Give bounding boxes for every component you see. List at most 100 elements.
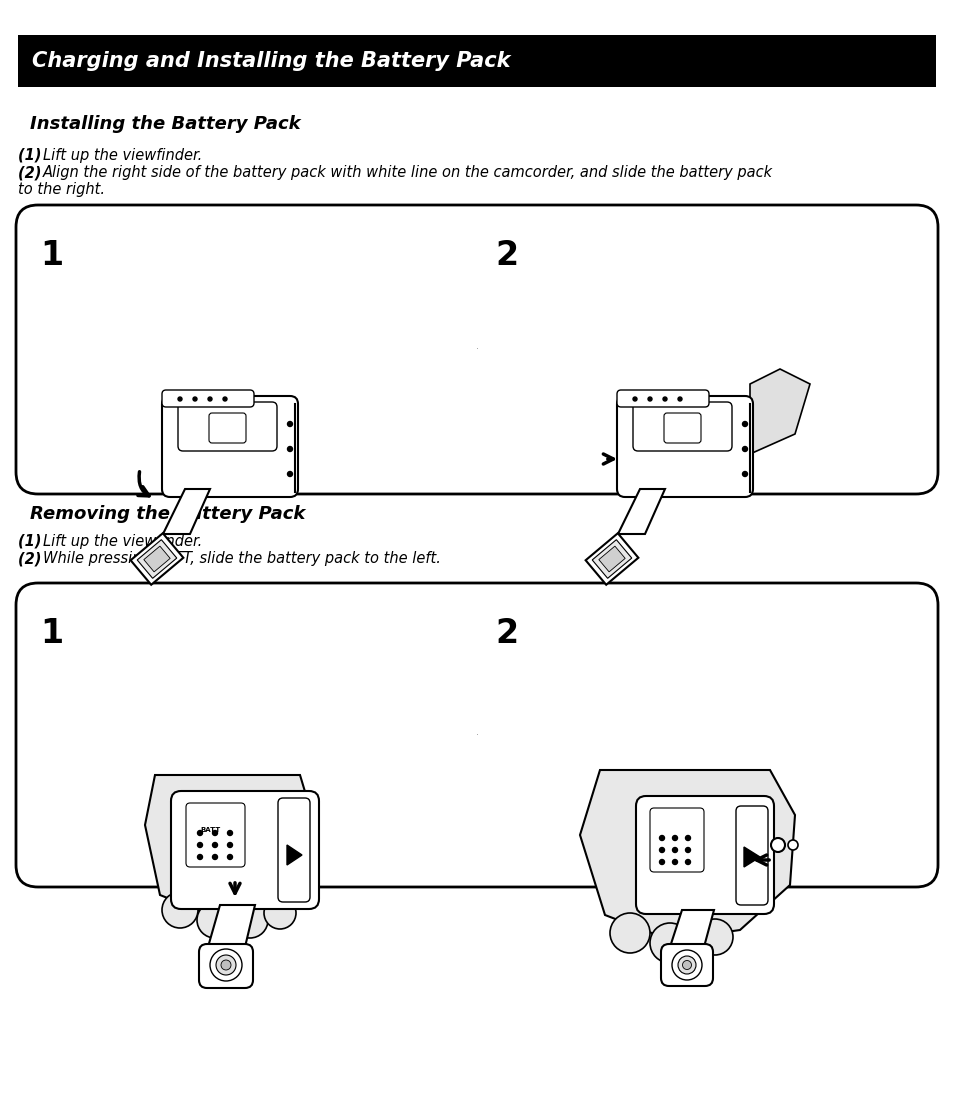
Polygon shape: [618, 489, 664, 534]
FancyBboxPatch shape: [617, 390, 708, 407]
Polygon shape: [743, 847, 760, 867]
Circle shape: [672, 859, 677, 865]
Circle shape: [162, 892, 198, 928]
Polygon shape: [163, 489, 210, 534]
Circle shape: [787, 840, 797, 850]
Polygon shape: [598, 546, 624, 571]
Text: Charging and Installing the Battery Pack: Charging and Installing the Battery Pack: [32, 51, 510, 71]
Circle shape: [196, 902, 233, 939]
Circle shape: [672, 835, 677, 841]
FancyBboxPatch shape: [199, 944, 253, 988]
Circle shape: [685, 859, 690, 865]
Circle shape: [685, 847, 690, 853]
Circle shape: [227, 831, 233, 835]
Circle shape: [227, 843, 233, 847]
Ellipse shape: [221, 961, 231, 970]
Text: (2): (2): [18, 165, 47, 180]
Circle shape: [662, 397, 666, 401]
FancyArrowPatch shape: [230, 882, 240, 893]
Circle shape: [213, 843, 217, 847]
Ellipse shape: [210, 950, 242, 981]
Text: Removing the Battery Pack: Removing the Battery Pack: [30, 506, 305, 523]
Circle shape: [741, 422, 747, 426]
Circle shape: [770, 839, 784, 852]
Polygon shape: [131, 533, 183, 585]
FancyBboxPatch shape: [186, 803, 245, 867]
FancyBboxPatch shape: [16, 206, 937, 493]
Text: 2: 2: [495, 617, 517, 650]
Circle shape: [649, 923, 689, 963]
FancyBboxPatch shape: [660, 944, 712, 986]
Circle shape: [223, 397, 227, 401]
FancyBboxPatch shape: [209, 413, 246, 443]
Ellipse shape: [671, 950, 701, 980]
Text: (2): (2): [18, 551, 47, 566]
Polygon shape: [144, 546, 170, 571]
Circle shape: [633, 397, 637, 401]
FancyArrowPatch shape: [138, 471, 149, 496]
FancyBboxPatch shape: [649, 808, 703, 872]
FancyArrowPatch shape: [756, 855, 768, 865]
Polygon shape: [579, 770, 794, 940]
Ellipse shape: [681, 961, 691, 969]
Circle shape: [287, 422, 293, 426]
Circle shape: [609, 913, 649, 953]
FancyBboxPatch shape: [617, 396, 752, 497]
Polygon shape: [137, 540, 176, 578]
Polygon shape: [585, 533, 638, 585]
FancyArrowPatch shape: [602, 454, 613, 464]
FancyBboxPatch shape: [16, 582, 937, 887]
Circle shape: [213, 831, 217, 835]
Text: 1: 1: [40, 617, 63, 650]
Circle shape: [197, 831, 202, 835]
Circle shape: [227, 855, 233, 859]
Circle shape: [232, 902, 268, 939]
FancyBboxPatch shape: [636, 796, 773, 914]
Circle shape: [678, 397, 681, 401]
FancyBboxPatch shape: [735, 806, 767, 904]
FancyBboxPatch shape: [171, 791, 318, 909]
FancyBboxPatch shape: [178, 402, 276, 451]
FancyBboxPatch shape: [633, 402, 731, 451]
Circle shape: [208, 397, 212, 401]
Text: (1): (1): [18, 148, 47, 163]
Circle shape: [287, 471, 293, 477]
Polygon shape: [287, 845, 302, 865]
Polygon shape: [592, 540, 631, 578]
Polygon shape: [145, 775, 314, 915]
Text: 1: 1: [40, 238, 63, 271]
Text: Lift up the viewfinder.: Lift up the viewfinder.: [43, 534, 202, 550]
Circle shape: [287, 446, 293, 452]
Circle shape: [197, 843, 202, 847]
Circle shape: [659, 847, 664, 853]
Circle shape: [647, 397, 651, 401]
Ellipse shape: [678, 956, 696, 974]
Circle shape: [178, 397, 182, 401]
Polygon shape: [749, 369, 809, 454]
Polygon shape: [669, 910, 713, 947]
FancyBboxPatch shape: [162, 396, 297, 497]
Circle shape: [213, 855, 217, 859]
Text: to the right.: to the right.: [18, 182, 105, 197]
Circle shape: [672, 847, 677, 853]
Circle shape: [197, 855, 202, 859]
FancyBboxPatch shape: [663, 413, 700, 443]
Text: Installing the Battery Pack: Installing the Battery Pack: [30, 115, 300, 133]
Text: BATT: BATT: [200, 828, 220, 833]
Text: (1): (1): [18, 534, 47, 550]
Text: Lift up the viewfinder.: Lift up the viewfinder.: [43, 148, 202, 163]
Text: While pressing BATT, slide the battery pack to the left.: While pressing BATT, slide the battery p…: [43, 551, 440, 566]
Circle shape: [193, 397, 196, 401]
Bar: [18, 35, 935, 87]
FancyBboxPatch shape: [162, 390, 253, 407]
Circle shape: [697, 919, 732, 955]
FancyBboxPatch shape: [277, 798, 310, 902]
Ellipse shape: [215, 955, 235, 975]
Text: Align the right side of the battery pack with white line on the camcorder, and s: Align the right side of the battery pack…: [43, 165, 772, 180]
Text: 2: 2: [495, 238, 517, 271]
Polygon shape: [208, 904, 254, 947]
Circle shape: [264, 897, 295, 929]
Circle shape: [659, 835, 664, 841]
Circle shape: [659, 859, 664, 865]
Circle shape: [685, 835, 690, 841]
